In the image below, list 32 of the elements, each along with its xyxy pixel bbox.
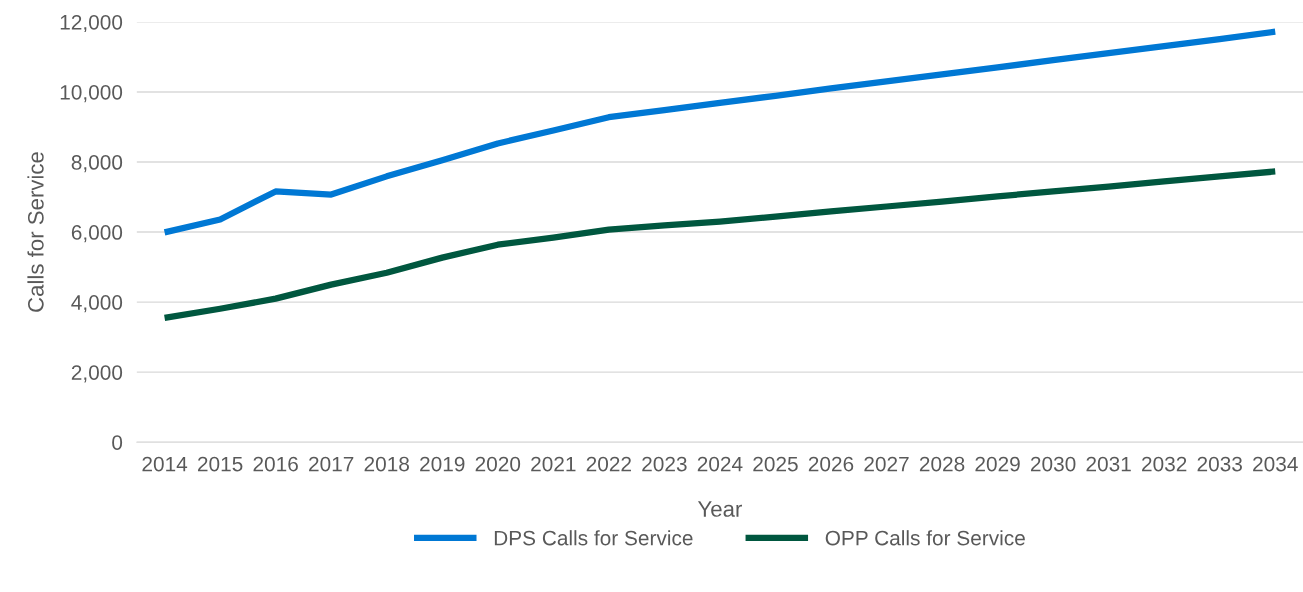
- legend-label: DPS Calls for Service: [494, 530, 693, 546]
- x-tick-label: 2033: [1197, 456, 1242, 472]
- x-tick-label: 2025: [753, 456, 798, 472]
- y-tick-label: 10,000: [60, 84, 123, 103]
- x-tick-label: 2032: [1142, 456, 1187, 472]
- x-tick-label: 2026: [808, 456, 854, 472]
- y-axis-title: Calls for Service: [27, 152, 44, 312]
- x-tick-label: 2024: [697, 456, 743, 472]
- x-tick-label: 2019: [420, 456, 465, 472]
- y-tick-label: 6,000: [71, 225, 123, 243]
- x-tick-label: 2021: [531, 456, 576, 472]
- x-tick-label: 2018: [364, 456, 409, 472]
- y-tick-label: 12,000: [60, 14, 123, 33]
- y-tick-label: 0: [112, 435, 123, 450]
- x-tick-label: 2034: [1253, 456, 1298, 472]
- x-tick-label: 2028: [919, 456, 965, 472]
- x-tick-label: 2023: [642, 456, 687, 472]
- x-tick-label: 2022: [586, 456, 631, 472]
- x-tick-label: 2014: [142, 456, 188, 472]
- x-axis-title: Year: [697, 501, 742, 517]
- x-tick-label: 2017: [309, 456, 354, 472]
- x-tick-label: 2030: [1030, 456, 1076, 472]
- x-tick-label: 2029: [975, 456, 1020, 472]
- x-tick-label: 2027: [864, 456, 909, 472]
- x-tick-label: 2015: [197, 456, 243, 472]
- legend-label: OPP Calls for Service: [825, 530, 1025, 546]
- x-tick-label: 2020: [475, 456, 521, 472]
- x-tick-label: 2016: [253, 456, 298, 472]
- y-tick-label: 2,000: [71, 365, 123, 383]
- y-tick-label: 8,000: [71, 155, 123, 173]
- y-tick-label: 4,000: [71, 295, 123, 313]
- x-tick-label: 2031: [1086, 456, 1131, 472]
